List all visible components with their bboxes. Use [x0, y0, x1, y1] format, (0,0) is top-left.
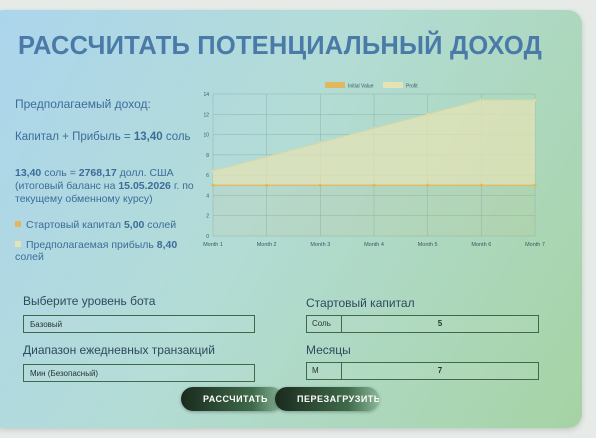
legend-start-capital: Стартовый капитал 5,00 солей	[15, 219, 205, 231]
balance-date: 15.05.2026	[118, 180, 171, 192]
months-prefix: М	[307, 363, 342, 379]
initial-value-point	[265, 183, 269, 187]
start-capital-unit: солей	[144, 219, 177, 231]
expected-profit-unit: солей	[15, 251, 44, 263]
balance-usd-unit: долл. США	[116, 167, 174, 179]
final-balance: 13,40 соль = 2768,17 долл. США (итоговый …	[15, 167, 205, 206]
profit-point	[479, 98, 483, 102]
months-input-value: 7	[437, 366, 443, 375]
initial-value-point	[372, 183, 376, 187]
initial-value-point	[211, 183, 215, 187]
series-initial-area	[213, 185, 535, 236]
bot-level-select[interactable]: Базовый	[23, 315, 255, 333]
reset-button-label: ПЕРЕЗАГРУЗИТЬ	[297, 394, 379, 404]
start-capital-input-value: 5	[437, 319, 443, 328]
months-prefix-text: М	[312, 366, 319, 375]
legend-swatch-profit	[383, 82, 403, 88]
y-tick-label: 4	[206, 193, 209, 199]
x-tick-label: Month 3	[310, 242, 330, 248]
bot-level-label: Выберите уровень бота	[23, 294, 156, 308]
y-tick-label: 14	[203, 92, 209, 98]
calculate-button-label: РАССЧИТАТЬ	[203, 394, 269, 404]
x-tick-label: Month 4	[364, 242, 384, 248]
currency-prefix-text: Соль	[312, 319, 331, 328]
profit-point	[318, 141, 322, 145]
profit-point	[533, 98, 537, 102]
income-chart: 0 2 4 6 8 10 12 14 Month 1 Month 2 Month 3 Month 4 M…	[203, 82, 545, 248]
profit-point	[211, 169, 215, 173]
daily-range-select[interactable]: Мин (Безопасный)	[23, 364, 255, 382]
initial-value-point	[318, 183, 322, 187]
expected-profit-swatch	[15, 241, 21, 247]
start-capital-swatch	[15, 221, 21, 227]
balance-sol: 13,40	[15, 167, 42, 179]
capital-plus-profit-unit: соль	[162, 131, 191, 143]
x-tick-label: Month 5	[418, 242, 438, 248]
x-tick-label: Month 6	[471, 242, 491, 248]
start-capital-label: Стартовый капитал	[26, 219, 124, 231]
daily-range-value: Мин (Безопасный)	[30, 369, 99, 378]
y-tick-label: 6	[206, 173, 209, 179]
page-title: РАССЧИТАТЬ ПОТЕНЦИАЛЬНЫЙ ДОХОД	[18, 32, 542, 60]
y-tick-label: 12	[203, 112, 209, 118]
initial-value-point	[479, 183, 483, 187]
balance-note-suffix: г. по текущему обменному курсу)	[15, 180, 194, 205]
capital-plus-profit-value: 13,40	[133, 131, 163, 143]
start-capital-field-label: Стартовый капитал	[306, 296, 415, 310]
x-tick-label: Month 2	[257, 242, 277, 248]
months-input[interactable]: М 7	[306, 362, 539, 380]
initial-value-point	[533, 183, 537, 187]
capital-plus-profit: Капитал + Прибыль = 13,40 соль	[15, 131, 191, 143]
y-tick-label: 10	[203, 133, 209, 139]
calculate-button[interactable]: РАССЧИТАТЬ	[181, 387, 283, 411]
legend-swatch-initial	[325, 82, 345, 88]
capital-plus-profit-prefix: Капитал + Прибыль =	[15, 131, 134, 143]
daily-range-label: Диапазон ежедневных транзакций	[23, 343, 215, 357]
legend-label-profit: Profit	[406, 84, 418, 90]
initial-value-point	[426, 183, 430, 187]
bot-level-value: Базовый	[30, 320, 63, 329]
y-tick-label: 2	[206, 214, 209, 220]
calculator-card: РАССЧИТАТЬ ПОТЕНЦИАЛЬНЫЙ ДОХОД Предполаг…	[0, 10, 582, 428]
profit-point	[372, 127, 376, 130]
x-tick-label: Month 7	[525, 242, 545, 248]
balance-note-prefix: (итоговый баланс на	[15, 180, 119, 192]
y-tick-label: 8	[206, 153, 209, 159]
x-tick-label: Month 1	[203, 242, 223, 248]
series-profit-area	[213, 100, 535, 186]
expected-income-label: Предполагаемый доход:	[15, 97, 151, 111]
balance-mid: соль =	[41, 167, 79, 179]
legend-expected-profit: Предполагаемая прибыль 8,40 солей	[15, 239, 205, 263]
expected-profit-value: 8,40	[156, 239, 178, 251]
expected-profit-label: Предполагаемая прибыль	[26, 239, 157, 251]
balance-usd: 2768,17	[78, 167, 117, 179]
profit-point	[265, 155, 269, 159]
start-capital-input[interactable]: Соль 5	[306, 315, 539, 333]
months-label: Месяцы	[306, 343, 351, 357]
legend-label-initial: Initial Value	[348, 84, 374, 90]
start-capital-value: 5,00	[123, 219, 145, 231]
profit-point	[426, 112, 430, 116]
reset-button[interactable]: ПЕРЕЗАГРУЗИТЬ	[275, 387, 379, 411]
y-tick-label: 0	[206, 234, 209, 240]
currency-prefix: Соль	[307, 316, 342, 332]
